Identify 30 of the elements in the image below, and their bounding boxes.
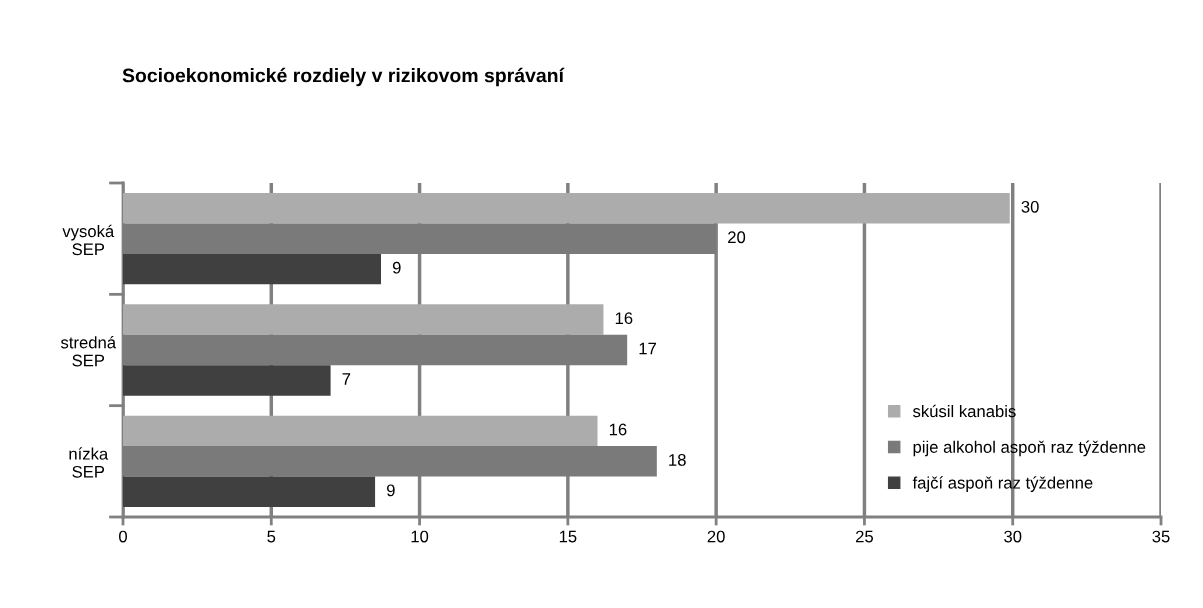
data-label: 9 [386, 484, 395, 497]
x-tick-label: 35 [1152, 530, 1170, 543]
x-tick-label: 20 [707, 530, 725, 543]
data-label: 7 [342, 373, 351, 385]
legend-label: skúsil kanabis [912, 404, 1016, 418]
x-tick-label: 25 [856, 530, 873, 543]
legend-label: pije alkohol aspoň raz týždenne [913, 440, 1146, 457]
y-tick-label: nízka SEP [69, 447, 109, 478]
bar [123, 415, 598, 447]
data-label: 30 [1021, 200, 1039, 213]
y-tick-label: stredná SEP [60, 336, 117, 367]
legend-label: fajčí aspoň raz týždenne [912, 476, 1093, 492]
x-tick-label: 15 [559, 530, 577, 543]
data-label: 17 [639, 342, 656, 355]
x-tick-label: 30 [1004, 530, 1022, 543]
bar [123, 193, 1010, 224]
data-label: 18 [669, 454, 686, 466]
data-label: 9 [392, 261, 401, 274]
bar [123, 476, 376, 507]
x-tick-label: 10 [411, 530, 429, 543]
data-label: 16 [609, 423, 627, 436]
y-tick-label: vysoká SEP [62, 224, 115, 256]
data-label: 20 [728, 231, 746, 244]
x-tick-label: 5 [267, 530, 276, 543]
data-label: 16 [615, 312, 633, 325]
bar [123, 253, 382, 285]
bar [123, 304, 604, 335]
x-tick-label: 0 [119, 530, 127, 543]
chart-title: Socioekonomické rozdiely v rizikovom správaní [122, 67, 565, 87]
bar [123, 365, 331, 396]
